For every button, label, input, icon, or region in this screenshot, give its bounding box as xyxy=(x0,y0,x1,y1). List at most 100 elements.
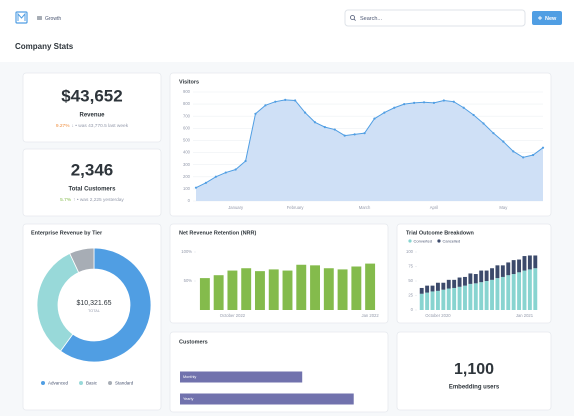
line xyxy=(195,99,544,189)
logo-icon[interactable] xyxy=(15,11,28,24)
stat-value: $43,652 xyxy=(61,86,122,105)
point xyxy=(313,121,317,124)
bar-segment xyxy=(533,255,538,269)
search-icon-handle xyxy=(353,18,356,21)
chart-title: Enterprise Revenue by Tier xyxy=(31,230,103,236)
bar-segment xyxy=(527,269,532,310)
x-tick-label: April xyxy=(430,205,438,210)
bar-segment xyxy=(441,289,446,310)
point xyxy=(244,159,247,163)
y-tick-label: 0 xyxy=(411,307,414,312)
point xyxy=(482,122,485,125)
x-tick-label: March xyxy=(359,205,371,210)
new-button[interactable] xyxy=(532,11,562,25)
bar-segment xyxy=(452,279,457,288)
bar xyxy=(323,268,334,310)
search-placeholder[interactable]: Search... xyxy=(360,16,382,22)
bar-segment xyxy=(522,256,527,271)
legend-label: Standard xyxy=(115,381,134,386)
search-box[interactable] xyxy=(344,9,526,27)
point xyxy=(303,111,307,114)
bar-segment xyxy=(511,260,516,275)
legend-swatch xyxy=(108,381,113,385)
stat-change: 9.27% ↓ • was 43,770.5 last week xyxy=(56,123,129,129)
bar-segment xyxy=(484,270,489,281)
chart-title: Visitors xyxy=(179,79,199,85)
point xyxy=(422,101,426,104)
bar-segment xyxy=(500,276,505,310)
point xyxy=(373,117,376,120)
stat-value: 1,100 xyxy=(454,361,494,378)
legend-swatch xyxy=(41,381,45,385)
point xyxy=(512,150,515,153)
point xyxy=(353,133,356,136)
point xyxy=(492,132,495,135)
bar xyxy=(351,266,362,310)
legend-swatch xyxy=(79,381,84,385)
plus-icon xyxy=(538,16,542,20)
point xyxy=(413,101,416,104)
bar-segment xyxy=(419,293,424,310)
new-button-label[interactable]: New xyxy=(545,16,557,22)
y-tick-label: 25 xyxy=(408,293,413,298)
legend-label: Basic xyxy=(86,381,98,386)
y-tick-label: 50 xyxy=(408,278,413,283)
bar-segment xyxy=(495,278,500,310)
bar-segment xyxy=(457,277,462,287)
point xyxy=(194,186,198,189)
chart-title: Customers xyxy=(179,339,208,345)
point xyxy=(234,168,237,171)
bar xyxy=(180,371,303,383)
bar xyxy=(282,270,293,310)
bar-segment xyxy=(463,276,467,286)
chart-title: Trial Outcome Breakdown xyxy=(406,230,474,236)
bar-segment xyxy=(441,282,446,290)
y-tick-label: 900 xyxy=(183,89,191,94)
y-tick-label: 0 xyxy=(188,198,191,203)
bar xyxy=(213,275,224,310)
breadcrumb[interactable]: Growth xyxy=(45,16,61,22)
point xyxy=(472,113,475,117)
x-tick-label: October 2022 xyxy=(220,313,246,318)
bar-segment xyxy=(506,275,511,310)
point xyxy=(442,99,445,102)
point xyxy=(403,103,406,106)
point xyxy=(452,100,455,103)
bar xyxy=(365,263,376,310)
point xyxy=(333,128,336,131)
search-icon xyxy=(350,15,355,20)
card xyxy=(22,72,162,143)
legend-label: Converted xyxy=(414,238,432,243)
bar-segment xyxy=(468,283,473,310)
bar-segment xyxy=(490,268,494,280)
legend-swatch xyxy=(437,239,441,243)
y-tick-label: 75 xyxy=(408,264,413,269)
point xyxy=(522,156,525,159)
change-comparison: ↑ • was 2,225 yesterday xyxy=(73,197,124,203)
bar-segment xyxy=(435,282,440,291)
stat-label: Embedding users xyxy=(449,385,500,391)
bar xyxy=(296,264,307,310)
x-tick-label: May xyxy=(499,205,508,210)
bar-segment xyxy=(468,273,473,284)
chart-title: Net Revenue Retention (NRR) xyxy=(179,230,256,236)
bar-segment xyxy=(430,291,435,310)
bar-segment xyxy=(484,281,489,310)
y-tick-label: 400 xyxy=(183,150,191,155)
point xyxy=(323,126,326,129)
stat-value: 2,346 xyxy=(71,160,114,179)
bar-segment xyxy=(495,265,500,279)
point xyxy=(432,101,436,104)
logo[interactable] xyxy=(15,11,28,24)
stat-label: Revenue xyxy=(79,113,105,119)
bar-label: Monthly xyxy=(183,375,196,379)
point xyxy=(294,99,297,102)
point xyxy=(462,106,465,109)
point xyxy=(224,171,227,174)
point xyxy=(541,146,545,149)
card xyxy=(396,331,552,411)
bar xyxy=(227,270,238,310)
bar-segment xyxy=(517,272,522,310)
point xyxy=(383,111,386,114)
